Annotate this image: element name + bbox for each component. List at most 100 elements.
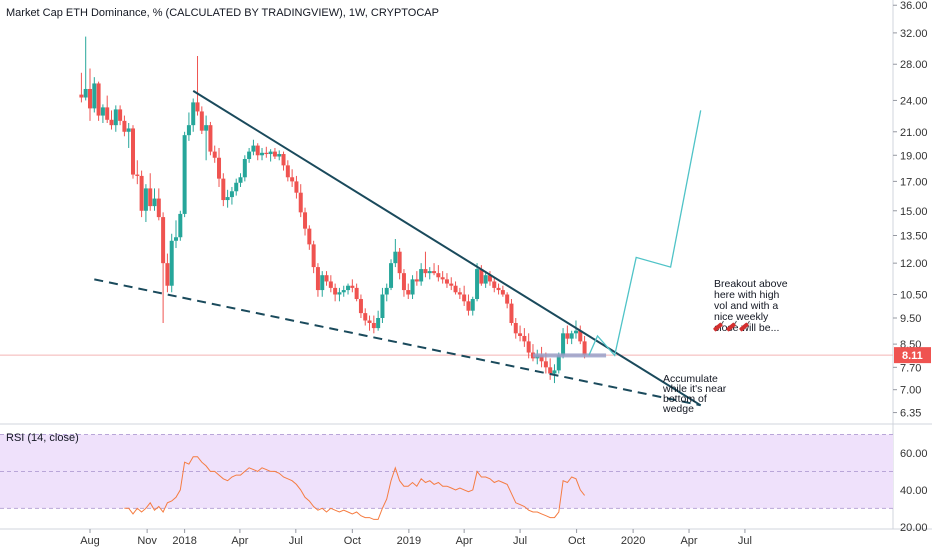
- candle: [217, 147, 222, 187]
- candle-body: [483, 275, 488, 284]
- candle: [109, 110, 114, 130]
- candle: [242, 155, 247, 182]
- candle-body: [217, 157, 222, 179]
- candle: [311, 240, 316, 274]
- candle-body: [229, 191, 234, 198]
- price-tick-label: 13.50: [900, 231, 928, 243]
- firecracker-body: [739, 322, 749, 332]
- candle: [423, 251, 428, 278]
- candle: [427, 267, 432, 280]
- candle-body: [371, 322, 376, 329]
- candle-body: [122, 120, 127, 132]
- candle-body: [543, 361, 548, 368]
- candle: [466, 294, 471, 316]
- firecracker-fuse: [721, 320, 724, 325]
- candle-body: [328, 281, 333, 288]
- candle-body: [552, 370, 557, 374]
- candle-body: [204, 125, 209, 131]
- candle-body: [268, 151, 273, 155]
- annotation-accumulate-line: wedge: [662, 403, 694, 415]
- candle: [143, 184, 148, 222]
- rsi-band-group: [0, 434, 893, 509]
- candle: [341, 285, 346, 297]
- candle-body: [565, 333, 570, 339]
- candle: [277, 150, 282, 161]
- candle: [281, 151, 286, 171]
- candle-body: [135, 174, 140, 176]
- candle-body: [466, 301, 471, 311]
- candle: [530, 344, 535, 362]
- candle: [303, 207, 308, 236]
- firecracker-body: [726, 322, 736, 332]
- date-tick-label: 2020: [621, 535, 645, 547]
- candle-body: [393, 251, 398, 264]
- candle: [518, 325, 523, 342]
- candle: [229, 186, 234, 205]
- candle: [225, 189, 230, 208]
- firecracker-icon: [713, 320, 724, 332]
- price-tick-label: 17.00: [900, 176, 928, 188]
- candle: [492, 277, 497, 293]
- candle: [346, 283, 351, 295]
- candle: [100, 104, 105, 123]
- candle: [432, 263, 437, 276]
- candle-body: [509, 303, 514, 323]
- candle: [500, 285, 505, 297]
- candle-body: [303, 212, 308, 229]
- drawings: [94, 89, 702, 407]
- candle: [186, 112, 191, 141]
- candle: [496, 283, 501, 295]
- candle-body: [83, 88, 88, 98]
- candle: [475, 263, 480, 302]
- axes: 36.00 32.00 28.00 24.00 21.00 19.00 17.00 15.00…: [80, 0, 931, 547]
- date-tick-label: Jul: [513, 535, 527, 547]
- candle: [578, 325, 583, 345]
- support-zone: [532, 353, 607, 358]
- candle-body: [294, 181, 299, 193]
- candle: [401, 269, 406, 297]
- candle-body: [174, 237, 179, 241]
- price-tick-label: 36.00: [900, 0, 928, 12]
- candle-body: [363, 313, 368, 321]
- candle-body: [578, 330, 583, 342]
- annotation-accumulate-line: bottom of: [663, 393, 707, 405]
- candle: [363, 308, 368, 326]
- candle-body: [380, 294, 385, 318]
- candle: [156, 188, 161, 221]
- firecracker-fuse: [734, 320, 737, 325]
- candle-body: [225, 197, 230, 201]
- candle: [131, 125, 136, 179]
- candle: [212, 145, 217, 163]
- candle-body: [169, 240, 174, 286]
- candle: [462, 285, 467, 306]
- candle-body: [354, 287, 359, 300]
- candle: [79, 72, 84, 103]
- price-tick-label: 12.00: [900, 258, 928, 270]
- candle-body: [260, 152, 265, 156]
- candle: [436, 265, 441, 282]
- candle: [260, 147, 265, 161]
- candle: [380, 287, 385, 323]
- candle-body: [92, 83, 97, 109]
- candle-body: [423, 269, 428, 274]
- candle-body: [242, 159, 247, 178]
- price-tick-label: 6.35: [900, 408, 921, 420]
- candle-body: [487, 275, 492, 282]
- candle: [182, 131, 187, 218]
- candle: [440, 271, 445, 284]
- candle-body: [367, 320, 372, 323]
- candle-body: [401, 273, 406, 291]
- candle: [126, 122, 131, 148]
- candle: [509, 299, 514, 326]
- candle: [389, 259, 394, 291]
- wedge-lower-trendline: [94, 278, 701, 407]
- date-tick-label: Jul: [289, 535, 303, 547]
- candle: [234, 178, 239, 196]
- candle: [449, 277, 454, 291]
- candle: [315, 263, 320, 297]
- candle-body: [212, 151, 217, 158]
- candle: [294, 175, 299, 199]
- candle-body: [556, 355, 561, 371]
